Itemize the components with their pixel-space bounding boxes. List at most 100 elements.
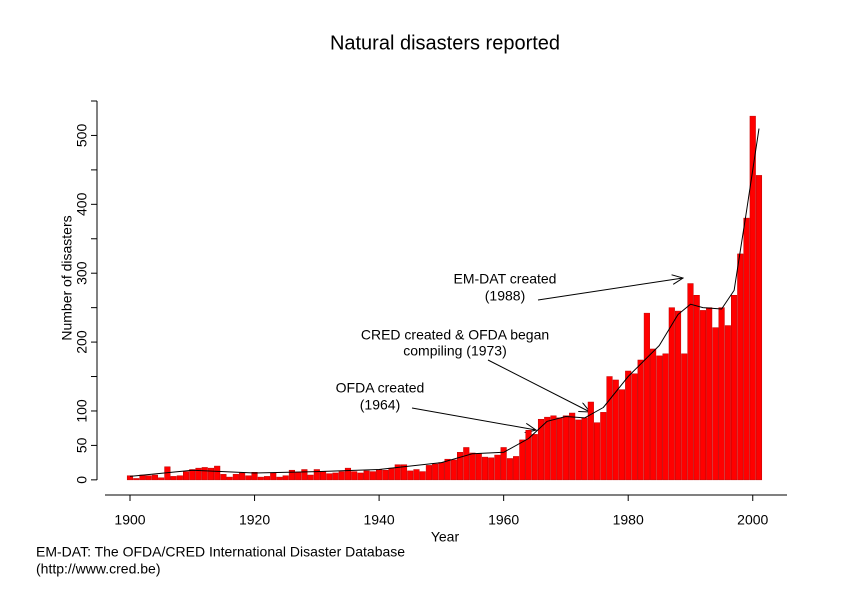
bar	[307, 474, 314, 481]
bar	[681, 353, 688, 481]
bar	[469, 452, 476, 481]
bar	[295, 472, 302, 481]
bar	[519, 439, 526, 481]
annotation: EM-DAT created	[454, 271, 557, 287]
y-tick-label: 50	[74, 437, 90, 453]
bar	[668, 307, 675, 481]
bar	[239, 472, 246, 481]
bar	[600, 412, 607, 481]
bar	[494, 454, 501, 481]
bar	[594, 422, 601, 481]
bar	[506, 458, 513, 481]
annotation-arrow	[411, 407, 536, 430]
bar	[207, 467, 215, 481]
bar	[263, 476, 271, 481]
y-tick-label: 400	[74, 192, 90, 216]
bar	[737, 253, 744, 481]
bar	[313, 469, 320, 481]
bar	[606, 376, 613, 481]
bar	[531, 434, 538, 481]
bar	[581, 417, 588, 481]
bar	[674, 310, 682, 481]
annotation: (1964)	[360, 397, 400, 413]
bar	[176, 475, 183, 481]
bar	[282, 475, 289, 481]
bar	[332, 472, 339, 481]
bar	[344, 467, 352, 481]
y-tick-label: 300	[74, 261, 90, 285]
bar	[587, 401, 594, 481]
x-tick-label: 1960	[488, 512, 519, 528]
y-tick-label: 500	[74, 124, 90, 148]
bar	[270, 472, 277, 481]
bar	[525, 430, 532, 481]
x-tick-label: 1980	[613, 512, 644, 528]
bar	[376, 469, 383, 481]
bar	[351, 471, 358, 481]
bar	[220, 474, 227, 481]
bar	[363, 470, 370, 481]
bar	[419, 471, 426, 481]
annotation-arrow	[487, 359, 590, 412]
bar	[394, 464, 401, 481]
bar	[662, 353, 669, 481]
bar	[145, 475, 152, 481]
bar	[357, 472, 364, 481]
bar	[126, 475, 134, 481]
bar	[276, 476, 283, 481]
x-axis-label: Year	[431, 529, 460, 545]
bar	[718, 307, 725, 481]
source: EM-DAT: The OFDA/CRED International Disa…	[36, 544, 405, 560]
bar	[400, 464, 408, 481]
bar	[413, 469, 420, 481]
annotation: (1988)	[485, 288, 525, 304]
bar	[544, 416, 551, 481]
bar	[699, 310, 706, 481]
x-tick-label: 1900	[114, 512, 145, 528]
annotation: CRED created & OFDA began	[361, 327, 549, 343]
bar	[755, 175, 763, 481]
bar	[488, 457, 495, 481]
bar	[232, 474, 239, 481]
x-tick-label: 1920	[239, 512, 270, 528]
bar	[183, 471, 190, 481]
bar	[743, 217, 750, 481]
bar	[301, 469, 308, 481]
bar	[650, 348, 657, 481]
bar	[151, 474, 158, 481]
bar	[500, 447, 507, 481]
bar	[245, 475, 252, 481]
bar	[320, 471, 327, 481]
bar	[257, 476, 264, 481]
bar	[513, 456, 520, 481]
bar	[450, 459, 457, 481]
bar	[712, 327, 719, 481]
chart-title: Natural disasters reported	[330, 32, 560, 54]
bar	[637, 359, 644, 481]
bar	[251, 472, 258, 481]
bar	[158, 477, 165, 481]
bar	[457, 452, 464, 481]
bar	[388, 467, 395, 481]
bar	[425, 465, 432, 481]
bar	[625, 370, 632, 481]
annotation-arrow	[537, 278, 683, 301]
bar	[575, 419, 582, 481]
bar	[326, 473, 333, 481]
y-tick-label: 100	[74, 399, 90, 423]
y-tick-label: 200	[74, 330, 90, 354]
bar	[481, 456, 489, 481]
bar	[407, 470, 414, 481]
bar	[618, 389, 626, 481]
bar	[731, 294, 738, 481]
bar	[189, 469, 196, 481]
bar	[338, 471, 345, 481]
bar	[556, 417, 563, 481]
annotation: compiling (1973)	[403, 343, 507, 359]
bar	[656, 355, 663, 481]
bar	[444, 458, 451, 481]
bar	[201, 467, 208, 481]
bar	[706, 307, 713, 481]
bar	[475, 453, 482, 481]
